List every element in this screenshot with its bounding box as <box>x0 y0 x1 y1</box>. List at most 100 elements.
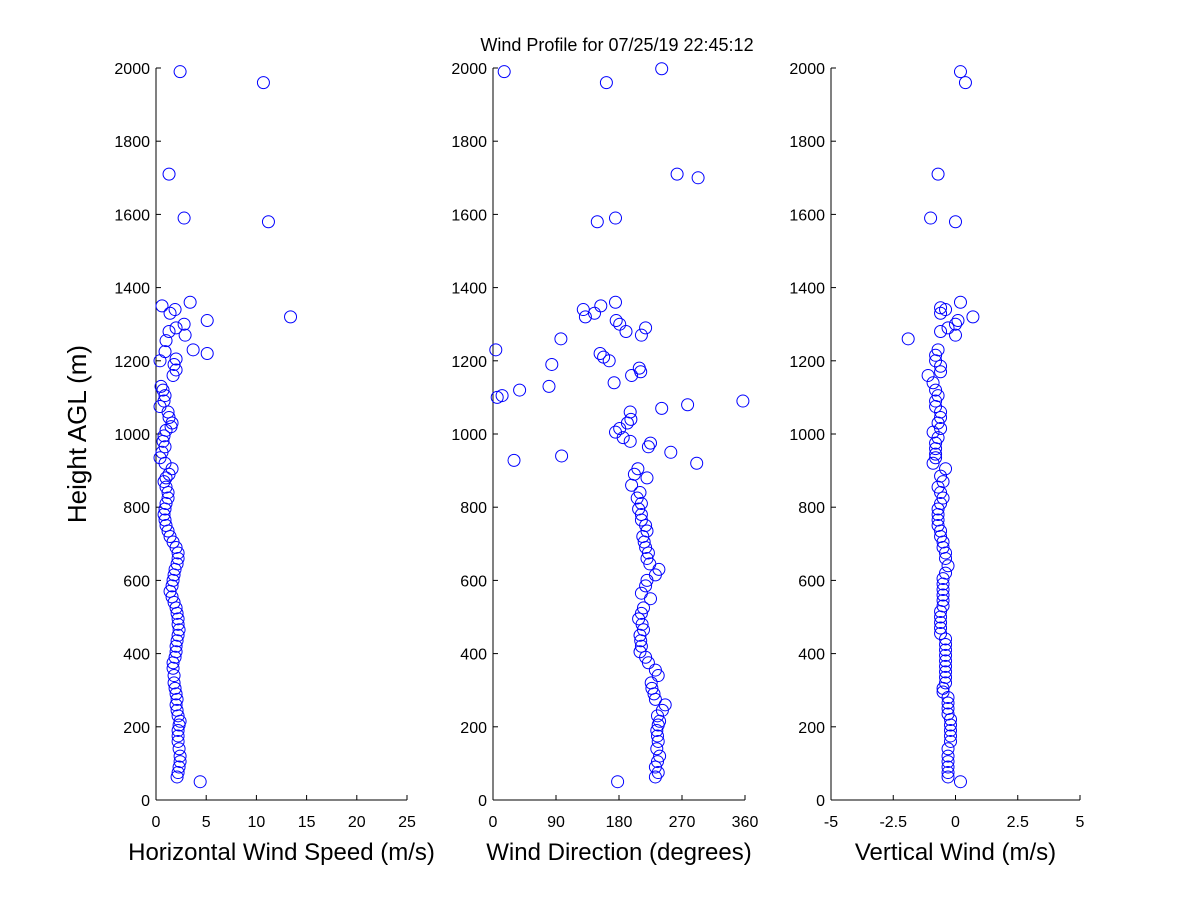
y-tick-label: 1600 <box>789 207 825 224</box>
data-point <box>929 447 943 461</box>
data-point <box>171 709 185 723</box>
data-point <box>634 586 648 600</box>
data-point <box>157 475 171 489</box>
data-point <box>623 405 637 419</box>
data-point <box>169 645 183 659</box>
data-point <box>936 685 950 699</box>
y-tick-label: 200 <box>123 720 150 737</box>
y-tick-label: 1000 <box>789 427 825 444</box>
data-point <box>170 557 184 571</box>
data-point <box>171 628 185 642</box>
y-tick-label: 800 <box>460 500 487 517</box>
data-point <box>921 368 935 382</box>
data-point <box>590 215 604 229</box>
x-tick-label: 25 <box>398 814 416 831</box>
data-point <box>169 698 183 712</box>
data-point <box>542 379 556 393</box>
data-point <box>165 579 179 593</box>
data-point <box>931 519 945 532</box>
data-point <box>929 394 943 408</box>
y-tick-label: 1400 <box>789 281 825 298</box>
data-point <box>658 698 672 712</box>
data-point <box>625 368 639 382</box>
data-point <box>931 513 945 527</box>
y-tick-label: 2000 <box>114 61 150 78</box>
data-point <box>159 334 173 348</box>
data-point <box>664 445 678 459</box>
y-tick-label: 0 <box>141 793 150 810</box>
data-point <box>178 328 192 342</box>
data-point <box>651 729 664 743</box>
y-tick-label: 800 <box>123 500 150 517</box>
data-point <box>939 648 953 662</box>
data-point <box>953 775 967 789</box>
data-point <box>634 328 648 342</box>
y-tick-label: 1400 <box>114 281 150 298</box>
data-point <box>177 211 191 225</box>
y-tick-label: 1600 <box>114 207 150 224</box>
data-point <box>155 299 169 313</box>
data-point <box>593 346 607 360</box>
x-tick-label: 0 <box>152 814 161 831</box>
data-point <box>939 665 953 679</box>
data-point <box>169 321 183 335</box>
y-tick-label: 1800 <box>789 134 825 151</box>
data-point <box>639 579 653 593</box>
data-point <box>936 594 950 608</box>
data-point <box>156 383 170 397</box>
y-tick-label: 200 <box>460 720 487 737</box>
data-point <box>648 760 662 774</box>
data-point <box>926 456 940 470</box>
data-point <box>949 317 962 331</box>
data-point <box>169 639 183 653</box>
data-point <box>941 749 955 763</box>
y-tick-label: 400 <box>798 647 825 664</box>
data-point <box>934 365 948 379</box>
data-point <box>159 519 173 532</box>
data-point <box>171 734 185 748</box>
data-point <box>736 394 750 408</box>
y-tick-label: 1000 <box>114 427 150 444</box>
data-point <box>953 65 967 79</box>
data-point <box>168 650 182 664</box>
data-point <box>651 755 664 769</box>
data-point <box>633 486 647 500</box>
data-point <box>637 601 650 615</box>
figure-title: Wind Profile for 07/25/19 22:45:12 <box>480 35 753 55</box>
data-point <box>170 634 184 648</box>
data-point <box>633 645 647 659</box>
y-tick-label: 600 <box>123 573 150 590</box>
data-point <box>931 343 945 357</box>
data-point <box>644 436 657 450</box>
data-point <box>648 770 662 784</box>
data-point <box>171 546 185 560</box>
data-point <box>941 760 955 774</box>
data-point <box>936 572 950 586</box>
data-point <box>634 606 648 620</box>
data-point <box>632 361 646 375</box>
data-point <box>154 379 168 393</box>
data-point <box>611 775 625 789</box>
data-point <box>597 350 611 364</box>
data-point <box>934 301 948 315</box>
data-point <box>609 211 622 225</box>
x-tick-label: 0 <box>951 814 960 831</box>
data-point <box>166 661 180 675</box>
data-point <box>158 389 172 403</box>
data-point <box>936 491 950 505</box>
data-point <box>172 760 186 774</box>
data-point <box>159 471 173 485</box>
data-point <box>171 612 185 626</box>
data-point <box>934 469 948 483</box>
data-point <box>200 346 214 360</box>
y-tick-label: 2000 <box>451 61 487 78</box>
data-point <box>609 314 623 328</box>
data-point <box>941 755 955 769</box>
x-tick-label: -5 <box>824 814 838 831</box>
data-point <box>655 62 669 76</box>
data-point <box>941 696 955 710</box>
data-point <box>951 314 965 328</box>
data-point <box>162 411 176 425</box>
data-point <box>173 755 187 769</box>
